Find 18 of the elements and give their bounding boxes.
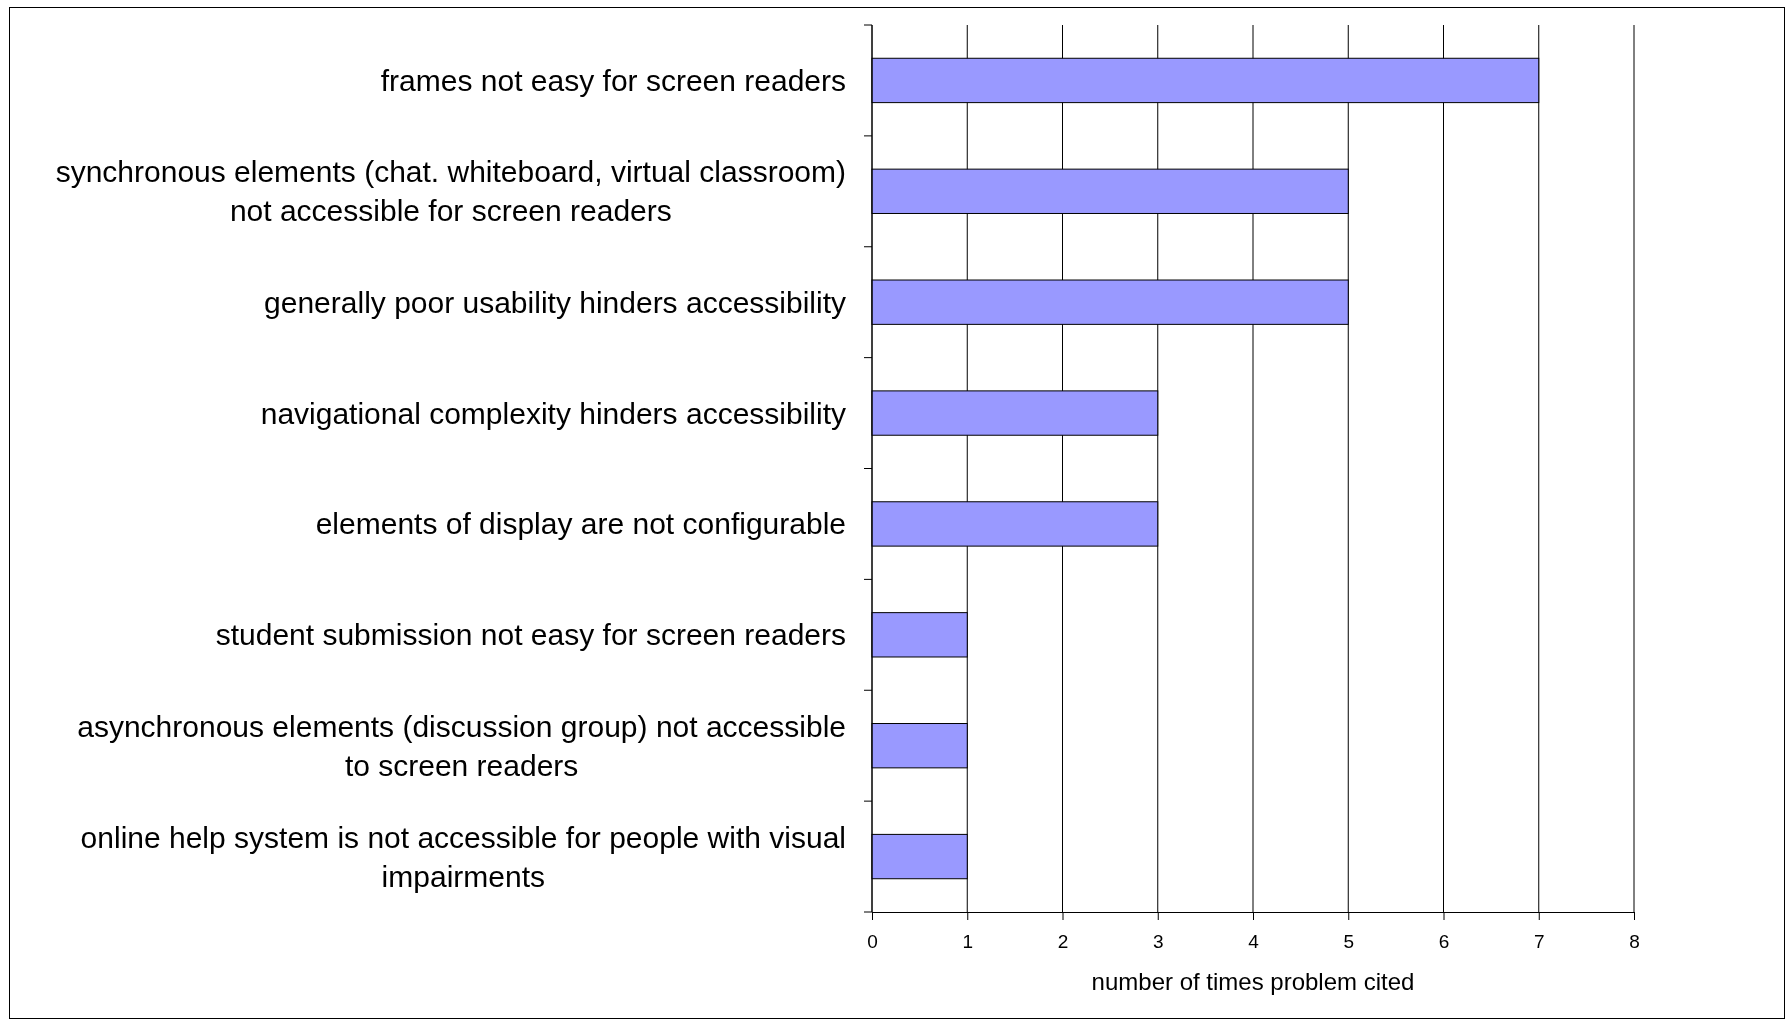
x-tick-label: 0: [867, 930, 878, 952]
x-tick-label: 6: [1438, 930, 1450, 952]
x-tick-label: 3: [1152, 930, 1164, 952]
y-tick-label: navigational complexity hinders accessibility: [260, 396, 846, 430]
y-tick-label: asynchronous elements (discussion group) not accessible to screen readers: [77, 709, 846, 782]
x-tick-label: 2: [1057, 930, 1069, 952]
y-tick-label: synchronous elements (chat. whiteboard, virtual classroom) not accessible for screen readers: [55, 155, 846, 228]
y-tick-label: student submission not easy for screen readers: [215, 618, 846, 652]
x-tick-label: 1: [962, 930, 974, 952]
y-tick-label: frames not easy for screen readers: [380, 63, 846, 97]
y-tick-label: online help system is not accessible for people with visual impairments: [80, 820, 846, 893]
x-axis-title: number of times problem cited: [1091, 968, 1415, 995]
y-tick-label: generally poor usability hinders accessibility: [264, 285, 846, 319]
x-tick-label: 7: [1533, 930, 1545, 952]
y-tick-label: elements of display are not configurable: [315, 507, 846, 541]
x-tick-label: 5: [1343, 930, 1355, 952]
x-tick-label: 4: [1248, 930, 1260, 952]
x-tick-label: 8: [1629, 930, 1640, 952]
